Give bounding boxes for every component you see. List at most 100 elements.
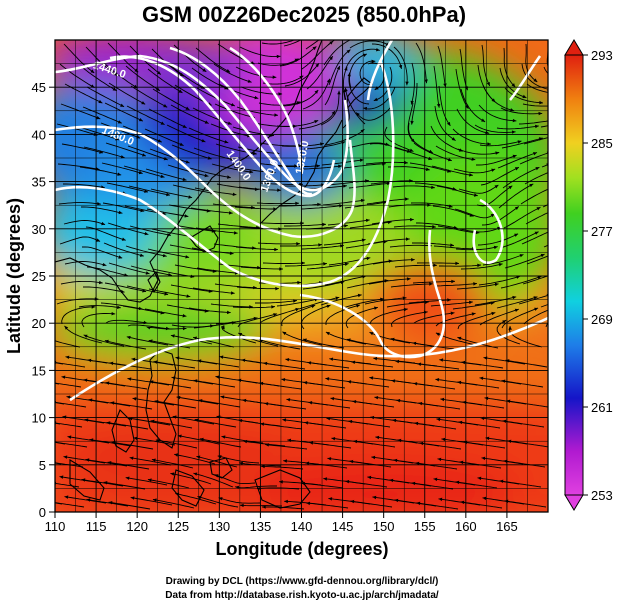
streamline — [502, 420, 545, 428]
streamline-arrowhead — [336, 65, 340, 70]
streamline — [353, 440, 396, 448]
streamline-arrowhead — [199, 437, 204, 442]
streamline-arrowhead — [548, 243, 552, 246]
streamline-arrowhead — [50, 382, 54, 385]
streamline-arrowhead — [490, 213, 495, 218]
streamline-arrowhead — [437, 457, 442, 462]
coastlines — [55, 40, 373, 509]
streamline-arrowhead — [85, 458, 90, 462]
streamline-arrowhead — [508, 185, 513, 190]
streamline — [364, 297, 407, 305]
streamline-arrowhead — [194, 418, 199, 422]
streamline — [284, 223, 327, 227]
streamline-arrowhead — [67, 435, 72, 439]
streamline-arrowhead — [95, 167, 100, 171]
y-tick-label: 0 — [39, 505, 46, 520]
streamline-arrowhead — [342, 88, 347, 93]
streamline-arrowhead — [540, 253, 545, 258]
streamline — [387, 166, 430, 171]
streamline-arrowhead — [549, 187, 553, 190]
streamline-arrowhead — [185, 160, 190, 164]
streamline — [303, 381, 346, 389]
streamline — [349, 221, 392, 229]
streamline-arrowhead — [548, 91, 552, 94]
chart-title: GSM 00Z26Dec2025 (850.0hPa) — [142, 2, 466, 27]
streamline — [476, 154, 517, 166]
colorbar-tick-label: 293 — [591, 48, 613, 63]
streamline — [191, 67, 229, 90]
streamline — [257, 58, 299, 66]
streamline — [258, 339, 301, 350]
streamline-arrowhead — [512, 118, 517, 123]
streamline — [284, 63, 320, 87]
streamline-arrowhead — [111, 312, 116, 316]
streamline-arrowhead — [105, 381, 110, 385]
streamline-arrowhead — [281, 378, 286, 382]
streamline-arrowhead — [227, 310, 231, 315]
streamline — [55, 401, 87, 408]
streamline — [301, 40, 334, 70]
streamline-arrowhead — [461, 360, 466, 365]
streamline — [543, 244, 548, 248]
streamline-arrowhead — [404, 160, 408, 165]
streamline — [391, 146, 433, 160]
streamline-arrowhead — [390, 337, 395, 342]
streamline — [59, 476, 102, 484]
streamline — [147, 248, 190, 258]
streamline-arrowhead — [112, 87, 117, 91]
streamline-arrowhead — [305, 461, 310, 465]
streamline-arrowhead — [356, 112, 360, 117]
streamline-arrowhead — [185, 106, 190, 110]
streamline — [438, 85, 451, 127]
streamline — [170, 472, 212, 485]
streamline — [503, 460, 546, 468]
streamline-arrowhead — [451, 137, 456, 141]
streamline-arrowhead — [534, 231, 539, 235]
streamline-arrowhead — [275, 286, 279, 291]
streamline — [359, 60, 376, 86]
streamline-arrowhead — [344, 262, 349, 266]
streamline — [190, 207, 233, 214]
streamline — [149, 380, 192, 389]
streamline — [347, 142, 390, 149]
streamline-arrowhead — [322, 35, 326, 38]
streamline — [309, 442, 352, 449]
streamline-arrowhead — [148, 339, 153, 343]
streamline-arrowhead — [154, 399, 159, 404]
streamline-arrowhead — [108, 501, 113, 505]
x-tick-label: 160 — [455, 519, 477, 534]
streamline — [460, 88, 486, 123]
streamline — [521, 231, 548, 245]
streamline-arrowhead — [259, 381, 264, 386]
streamline — [435, 145, 476, 161]
streamline-arrowhead — [315, 63, 319, 68]
streamline — [236, 286, 279, 290]
streamline-arrowhead — [458, 420, 463, 425]
streamline — [175, 493, 217, 505]
streamline-arrowhead — [327, 457, 332, 461]
streamline-arrowhead — [297, 280, 301, 285]
streamline — [221, 435, 264, 444]
streamline-arrowhead — [508, 326, 512, 330]
streamline-arrowhead — [308, 401, 313, 405]
streamline — [64, 496, 107, 504]
streamline — [195, 47, 231, 73]
streamline-arrowhead — [374, 86, 379, 90]
x-tick-label: 155 — [414, 519, 436, 534]
streamline — [346, 279, 389, 289]
streamline-arrowhead — [457, 380, 462, 385]
x-tick-label: 145 — [332, 519, 354, 534]
streamline-arrowhead — [447, 157, 452, 162]
streamline-arrowhead — [150, 419, 155, 423]
streamline — [81, 206, 123, 214]
streamline-arrowhead — [66, 395, 71, 399]
streamline-arrowhead — [152, 498, 157, 502]
streamline-arrowhead — [277, 188, 281, 192]
streamline — [344, 87, 366, 125]
streamline-arrowhead — [348, 419, 353, 424]
streamline-arrowhead — [65, 355, 70, 359]
streamline-arrowhead — [197, 359, 202, 363]
streamline-arrowhead — [435, 332, 440, 336]
streamline-arrowhead — [459, 460, 464, 465]
streamline-arrowhead — [164, 292, 169, 296]
